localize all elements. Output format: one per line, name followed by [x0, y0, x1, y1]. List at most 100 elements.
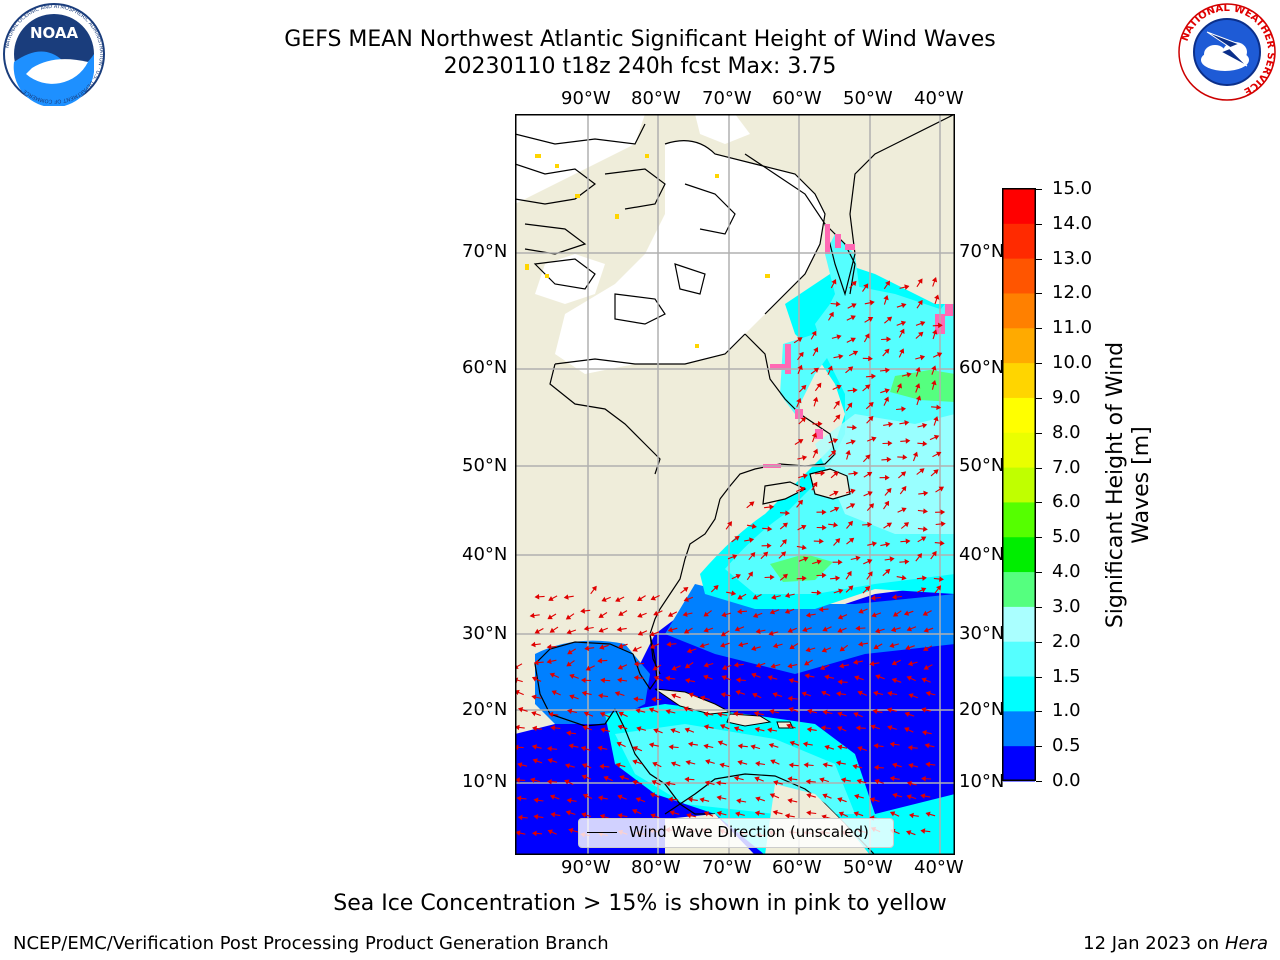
wave-arrow-head — [806, 792, 812, 799]
wave-arrow-head — [637, 630, 644, 636]
wave-arrow-head — [771, 594, 777, 600]
wave-arrow-head — [788, 678, 794, 684]
wave-arrow-head — [873, 690, 879, 696]
wave-arrow-head — [802, 473, 808, 479]
lat-label-right: 20°N — [959, 699, 1005, 720]
wave-arrow-head — [566, 661, 572, 667]
wave-arrow-head — [737, 743, 743, 749]
wave-arrow-head — [851, 280, 857, 287]
wave-arrow-head — [872, 708, 878, 715]
wave-arrow-head — [735, 573, 741, 580]
lat-label-left: 10°N — [462, 771, 508, 792]
wave-arrow-head — [617, 812, 623, 819]
wave-arrow-head — [599, 644, 605, 650]
lat-label-right: 30°N — [959, 623, 1005, 644]
wave-arrow-head — [869, 299, 875, 306]
wave-arrow-head — [563, 594, 569, 600]
wave-arrow-head — [923, 646, 929, 651]
wave-arrow-head — [936, 404, 942, 411]
wave-arrow-head — [822, 524, 827, 531]
wave-arrow-head — [788, 762, 794, 768]
wave-arrow-head — [703, 627, 709, 633]
wave-arrow-head — [617, 677, 622, 683]
wave-arrow-head — [827, 365, 833, 371]
lat-label-left: 30°N — [462, 623, 508, 644]
wave-arrow-head — [637, 612, 643, 618]
colorbar-tick-mark — [1036, 397, 1042, 399]
wave-arrow-head — [811, 432, 818, 438]
wave-arrow-head — [852, 387, 858, 393]
wave-arrow-head — [916, 553, 923, 559]
wave-arrow-head — [754, 810, 760, 816]
wave-arrow-head — [668, 796, 673, 803]
wave-arrow-head — [884, 500, 890, 507]
lat-label-right: 70°N — [959, 241, 1005, 262]
wave-arrow-head — [816, 589, 822, 596]
lat-label-left: 60°N — [462, 357, 508, 378]
wave-arrow-head — [921, 729, 927, 736]
lon-label-bottom: 80°W — [631, 857, 681, 878]
wave-arrow-head — [599, 813, 606, 820]
wave-arrow-head — [892, 792, 898, 799]
wave-arrow-head — [838, 353, 844, 360]
wave-arrow-head — [531, 694, 537, 700]
wave-arrow-head — [782, 573, 788, 579]
wave-arrow-head — [822, 709, 828, 716]
colorbar-tick-label: 3.0 — [1052, 595, 1081, 617]
wave-arrow-head — [852, 424, 857, 431]
colorbar-tick-mark — [1036, 328, 1042, 330]
wave-arrow-head — [886, 487, 892, 494]
lon-label-bottom: 60°W — [772, 857, 822, 878]
wave-arrow-head — [703, 711, 709, 717]
wave-arrow-head — [832, 438, 839, 444]
wave-arrow-head — [885, 568, 891, 575]
colorbar-label: Significant Height of Wind Waves [m] — [1103, 341, 1154, 629]
wave-arrow-head — [721, 664, 728, 670]
wave-arrow-head — [770, 759, 776, 765]
wave-arrow-head — [599, 712, 606, 718]
wave-arrow-head — [864, 333, 870, 339]
wave-arrow-head — [906, 626, 912, 632]
wave-arrow-head — [547, 745, 552, 752]
wave-arrow-head — [817, 421, 823, 427]
wave-arrow-head — [580, 677, 586, 683]
wave-arrow-head — [868, 401, 874, 408]
wave-arrow-head — [811, 330, 817, 337]
wave-arrow-head — [685, 760, 691, 766]
wave-arrow-head — [614, 691, 621, 697]
colorbar-tick-mark — [1036, 537, 1042, 539]
wave-arrow-head — [633, 674, 639, 681]
colorbar — [1002, 188, 1036, 782]
wave-arrow-head — [847, 402, 853, 408]
wave-arrow-head — [908, 762, 914, 769]
wave-arrow-head — [566, 797, 572, 804]
wave-arrow-head — [906, 675, 912, 681]
wave-arrow-head — [885, 367, 890, 374]
wave-arrow-head — [933, 434, 940, 440]
wave-arrow-head — [632, 759, 638, 765]
wave-arrow-head — [852, 659, 859, 665]
lon-label-top: 70°W — [702, 88, 752, 109]
wave-arrow-head — [822, 626, 828, 632]
wave-arrow-head — [936, 451, 942, 457]
colorbar-tick-mark — [1036, 641, 1042, 643]
wave-arrow-head — [533, 814, 539, 820]
wave-arrow-head — [547, 829, 553, 835]
wave-arrow-head — [837, 726, 843, 732]
wave-arrow-head — [892, 762, 898, 768]
wave-arrow-head — [716, 810, 722, 817]
wave-arrow-head — [533, 659, 539, 666]
wave-arrow-head — [549, 672, 555, 678]
wave-arrow-head — [923, 627, 929, 633]
wave-arrow-head — [891, 660, 898, 666]
labrador-coast — [719, 333, 836, 500]
wave-arrow-head — [755, 760, 760, 767]
wave-arrow-head — [566, 730, 571, 736]
wave-arrow-head — [858, 608, 864, 614]
wave-arrow-head — [855, 625, 861, 632]
wave-arrow-head — [550, 811, 556, 818]
wave-arrow-head — [936, 585, 942, 591]
wave-arrow-head — [784, 608, 791, 614]
wave-arrow-head — [856, 778, 862, 784]
wave-arrow-head — [531, 711, 537, 717]
